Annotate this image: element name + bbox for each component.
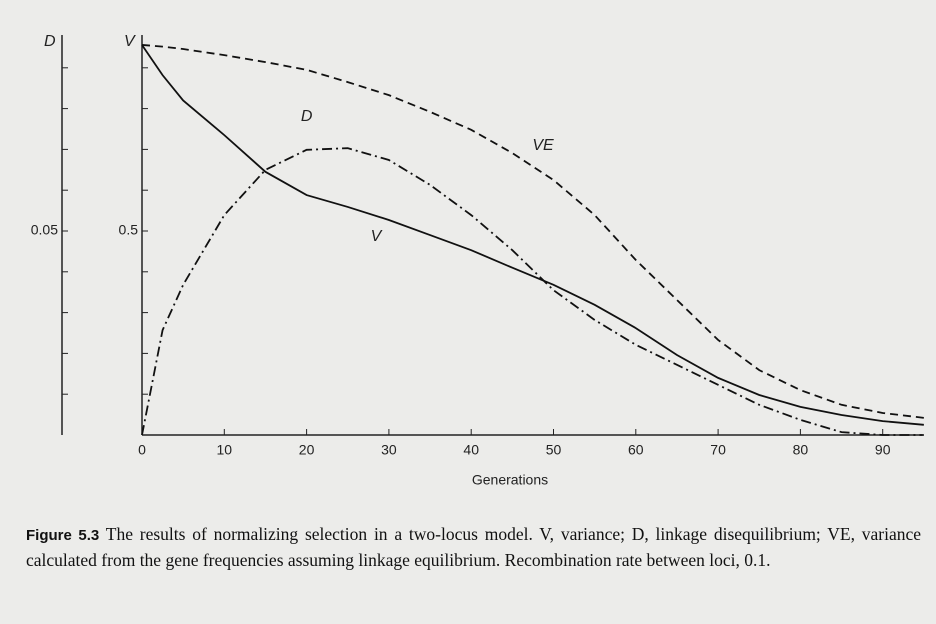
curve-label: D	[301, 108, 313, 125]
curve-label: V	[371, 228, 383, 245]
x-tick-label: 80	[793, 442, 809, 458]
caption-text: The results of normalizing selection in …	[26, 524, 922, 570]
y2-axis-title: D	[44, 33, 56, 50]
y-tick-label: 0.05	[31, 222, 58, 238]
x-tick-label: 10	[217, 442, 233, 458]
caption: Figure 5.3 The results of normalizing se…	[26, 522, 921, 572]
x-tick-label: 70	[710, 442, 726, 458]
curve-label: VE	[532, 137, 554, 154]
x-tick-label: 90	[875, 442, 891, 458]
x-tick-label: 30	[381, 442, 397, 458]
chart: D V Generations 0 10 20 30 40 50 60 70 80 90 0.5 0.…	[31, 33, 924, 488]
y-axis-title: V	[124, 33, 136, 50]
series-line	[141, 44, 924, 426]
x-tick-label: 60	[628, 442, 644, 458]
x-tick-label: 40	[463, 442, 479, 458]
x-tick-label: 20	[299, 442, 315, 458]
series-line	[141, 44, 924, 419]
x-axis-title: Generations	[472, 472, 548, 488]
x-tick-label: 0	[138, 442, 146, 458]
caption-label: Figure 5.3	[26, 527, 100, 544]
series-line	[141, 147, 924, 436]
x-tick-label: 50	[546, 442, 562, 458]
y-tick-label: 0.5	[119, 222, 139, 238]
